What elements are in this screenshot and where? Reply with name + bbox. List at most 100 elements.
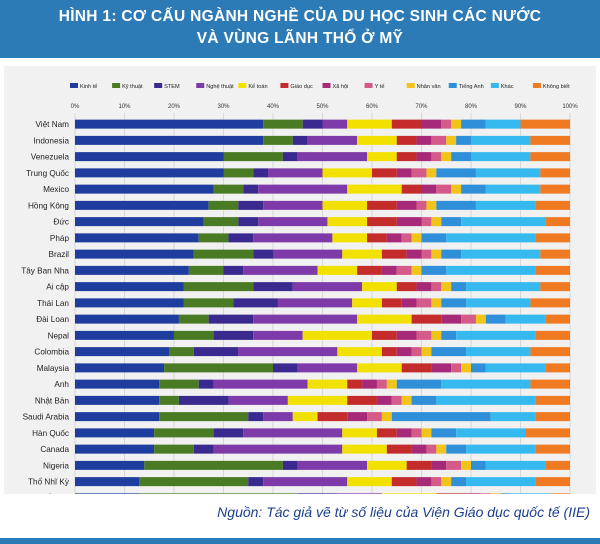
bar-segment-r11-s2 bbox=[183, 282, 254, 292]
bar-segment-r23-s8 bbox=[431, 477, 442, 487]
bar-segment-r16-s9 bbox=[461, 363, 471, 373]
bar-segment-r15-s9 bbox=[421, 347, 432, 357]
bar-segment-r23-s12 bbox=[535, 477, 570, 487]
bar-segment-r10-s6 bbox=[357, 265, 382, 275]
bar-segment-r20-s11 bbox=[456, 428, 526, 438]
category-label-12: Thái Lan bbox=[37, 299, 69, 308]
legend-swatch-12 bbox=[532, 83, 541, 88]
x-tick-label-5: 40% bbox=[267, 104, 280, 110]
bar-segment-r13-s2 bbox=[178, 314, 209, 324]
bar-segment-r23-s1 bbox=[75, 477, 140, 487]
bar-segment-r18-s4 bbox=[228, 395, 288, 405]
bar-segment-r6-s8 bbox=[416, 200, 427, 210]
category-label-21: Canada bbox=[40, 445, 69, 454]
bar-segment-r16-s12 bbox=[545, 363, 570, 373]
bar-segment-r12-s2 bbox=[183, 298, 234, 308]
bar-segment-r20-s8 bbox=[411, 428, 422, 438]
bar-segment-r24-s2 bbox=[139, 493, 298, 494]
chart-title-line-1: HÌNH 1: CƠ CẤU NGÀNH NGHỀ CỦA DU HỌC SIN… bbox=[58, 8, 542, 25]
legend-label-11: Khác bbox=[501, 84, 514, 90]
bar-segment-r5-s10 bbox=[461, 184, 486, 194]
bar-segment-r10-s1 bbox=[75, 265, 189, 275]
legend-swatch-8 bbox=[364, 83, 373, 88]
bar-segment-r16-s1 bbox=[75, 363, 165, 373]
bar-segment-r24-s9 bbox=[490, 493, 501, 494]
bar-segment-r22-s1 bbox=[75, 460, 145, 470]
bar-segment-r21-s6 bbox=[386, 444, 412, 454]
bar-segment-r2-s6 bbox=[396, 135, 417, 145]
bar-segment-r7-s11 bbox=[461, 217, 546, 227]
footer-rule bbox=[0, 538, 600, 544]
bar-segment-r5-s9 bbox=[451, 184, 462, 194]
bar-segment-r16-s10 bbox=[471, 363, 486, 373]
bar-segment-r7-s10 bbox=[441, 217, 462, 227]
bar-segment-r6-s5 bbox=[322, 200, 368, 210]
bar-segment-r17-s11 bbox=[441, 379, 531, 389]
bar-segment-r12-s5 bbox=[352, 298, 382, 308]
bar-segment-r24-s10 bbox=[500, 493, 511, 494]
source-note: Nguồn: Tác giả vẽ từ số liệu của Viện Gi… bbox=[217, 504, 590, 520]
x-tick-label-9: 80% bbox=[465, 104, 478, 110]
bar-segment-r9-s9 bbox=[431, 249, 442, 259]
bar-segment-r7-s4 bbox=[258, 217, 328, 227]
bar-segment-r14-s9 bbox=[431, 330, 442, 340]
bar-segment-r14-s6 bbox=[372, 330, 397, 340]
bar-segment-r5-s5 bbox=[347, 184, 402, 194]
bar-segment-r11-s9 bbox=[441, 282, 452, 292]
legend-label-6: Giáo dục bbox=[290, 84, 313, 90]
bar-segment-r21-s9 bbox=[436, 444, 447, 454]
bar-segment-r7-s2 bbox=[203, 217, 239, 227]
bar-segment-r1-s10 bbox=[461, 119, 486, 129]
bar-segment-r20-s3 bbox=[213, 428, 244, 438]
bar-segment-r19-s4 bbox=[263, 412, 293, 422]
plot-panel: Kinh tế Kỹ thuật STEM Nghệ thuật Kế toán Giáo… bbox=[4, 66, 596, 494]
category-label-10: Tây Ban Nha bbox=[21, 266, 69, 275]
bar-segment-r8-s3 bbox=[228, 233, 254, 243]
bar-segment-r6-s1 bbox=[75, 200, 209, 210]
bar-segment-r19-s2 bbox=[159, 412, 249, 422]
bar-segment-r9-s4 bbox=[273, 249, 343, 259]
bar-segment-r9-s10 bbox=[441, 249, 462, 259]
bar-segment-r18-s7 bbox=[376, 395, 392, 405]
bar-segment-r6-s10 bbox=[436, 200, 476, 210]
bar-segment-r9-s5 bbox=[342, 249, 382, 259]
category-label-14: Nepal bbox=[48, 331, 70, 340]
bar-segment-r17-s4 bbox=[213, 379, 308, 389]
category-label-24: Ấn Độ bbox=[46, 493, 69, 494]
bar-segment-r15-s6 bbox=[381, 347, 397, 357]
bar-segment-r16-s11 bbox=[485, 363, 546, 373]
bar-segment-r22-s5 bbox=[367, 460, 407, 470]
bar-segment-r3-s3 bbox=[282, 152, 298, 162]
bar-segment-r2-s5 bbox=[357, 135, 397, 145]
bar-segment-r4-s2 bbox=[223, 168, 254, 178]
bar-segment-r24-s7 bbox=[466, 493, 481, 494]
bar-segment-r1-s6 bbox=[391, 119, 422, 129]
x-tick-label-11: 100% bbox=[562, 104, 578, 110]
category-label-5: Mexico bbox=[43, 185, 69, 194]
category-label-23: Thổ Nhĩ Kỳ bbox=[28, 477, 70, 487]
bar-segment-r20-s6 bbox=[376, 428, 397, 438]
bar-segment-r23-s3 bbox=[248, 477, 264, 487]
bar-segment-r10-s7 bbox=[381, 265, 397, 275]
bar-segment-r6-s7 bbox=[396, 200, 417, 210]
bar-segment-r10-s12 bbox=[535, 265, 570, 275]
bar-segment-r14-s3 bbox=[213, 330, 254, 340]
bar-segment-r20-s1 bbox=[75, 428, 155, 438]
legend-swatch-11 bbox=[490, 83, 499, 88]
bar-segment-r4-s7 bbox=[396, 168, 412, 178]
bar-segment-r5-s6 bbox=[401, 184, 422, 194]
bar-segment-r19-s5 bbox=[292, 412, 318, 422]
bar-segment-r15-s2 bbox=[169, 347, 194, 357]
bar-segment-r13-s1 bbox=[75, 314, 179, 324]
bar-segment-r18-s6 bbox=[347, 395, 377, 405]
bar-segment-r20-s5 bbox=[342, 428, 377, 438]
bar-segment-r24-s3 bbox=[297, 493, 338, 494]
stacked-bar-chart: Kinh tế Kỹ thuật STEM Nghệ thuật Kế toán Giáo… bbox=[21, 83, 578, 494]
bar-segment-r10-s11 bbox=[446, 265, 536, 275]
bar-segment-r17-s6 bbox=[347, 379, 363, 389]
bar-segment-r13-s5 bbox=[357, 314, 412, 324]
category-label-8: Pháp bbox=[50, 234, 70, 243]
bar-segment-r5-s1 bbox=[75, 184, 214, 194]
legend-label-7: Xã hội bbox=[333, 84, 349, 90]
bar-segment-r10-s2 bbox=[188, 265, 224, 275]
